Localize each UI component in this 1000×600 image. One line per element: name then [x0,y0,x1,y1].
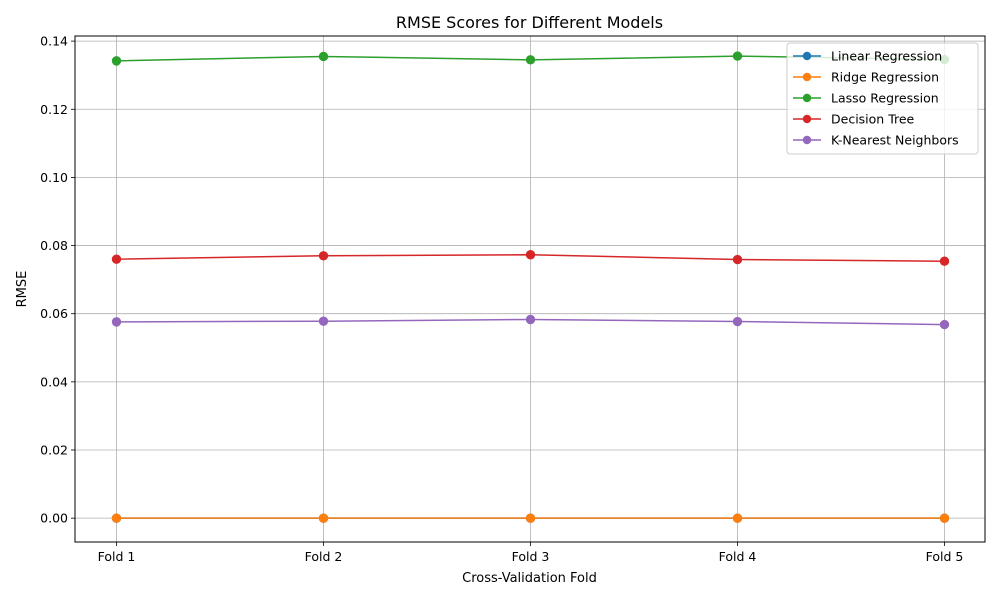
data-point [732,513,743,523]
legend-label: Decision Tree [831,112,915,127]
legend-label: K-Nearest Neighbors [831,133,959,148]
data-point [525,513,536,523]
data-point [525,314,536,325]
plot-area-frame [74,35,986,543]
legend-entry: Decision Tree [793,112,915,127]
data-point [939,513,950,523]
x-axis-label: Cross-Validation Fold [462,571,597,586]
x-tick-label: Fold 3 [512,549,550,564]
y-axis-label: RMSE [15,271,30,308]
data-point [525,250,536,260]
data-point [318,251,329,261]
series-decision-tree [111,250,950,266]
data-point [111,513,122,523]
x-axis-ticks: Fold 1 Fold 2 Fold 3 Fold 4 Fold 5 [98,542,964,564]
legend-marker-swatch [802,72,812,82]
series-ridge-regression [111,513,950,523]
y-tick-label: 0.04 [40,374,68,389]
chart-title: RMSE Scores for Different Models [396,13,663,32]
data-point [525,55,536,65]
legend-label: Linear Regression [831,49,942,64]
data-point [111,56,122,66]
y-tick-label: 0.06 [40,306,68,321]
legend-marker-swatch [802,51,812,61]
y-tick-label: 0.02 [40,443,68,458]
data-point [732,316,743,327]
data-point [318,513,329,523]
y-axis-ticks: 0.00 0.02 0.04 0.06 0.08 0.10 0.12 0.14 [40,34,75,526]
data-point [111,254,122,264]
legend-entry: K-Nearest Neighbors [793,133,959,148]
data-point [318,51,329,62]
data-point [939,256,950,266]
x-tick-label: Fold 5 [926,549,964,564]
grid-lines [75,36,985,542]
series-k-nearest-neighbors [111,314,950,330]
legend-entry: Linear Regression [793,49,942,64]
legend-entry: Ridge Regression [793,70,939,85]
data-point [111,317,122,327]
y-tick-label: 0.08 [40,238,68,253]
series-lines [111,51,950,523]
data-point [732,51,743,61]
legend-label: Ridge Regression [831,70,939,85]
y-tick-label: 0.00 [40,511,68,526]
data-point [939,319,950,330]
y-tick-label: 0.10 [40,170,68,185]
x-tick-label: Fold 2 [305,549,343,564]
legend-marker-swatch [802,93,812,103]
data-point [732,254,743,265]
legend-box [786,42,979,155]
x-tick-label: Fold 4 [719,549,757,564]
legend-marker-swatch [802,135,812,145]
legend-label: Lasso Regression [831,91,939,106]
legend-entry: Lasso Regression [793,91,939,106]
y-tick-label: 0.12 [40,102,68,117]
legend: Linear Regression Ridge Regression Lasso R… [786,42,979,155]
x-tick-label: Fold 1 [98,549,136,564]
data-point [318,316,329,326]
legend-marker-swatch [802,114,812,124]
y-tick-label: 0.14 [40,34,68,49]
